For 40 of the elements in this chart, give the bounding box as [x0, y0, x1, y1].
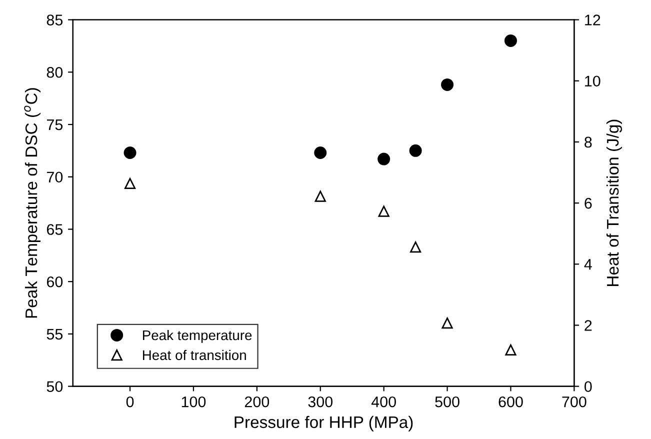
point	[505, 344, 516, 356]
x-axis-title: Pressure for HHP (MPa)	[234, 416, 413, 432]
point	[124, 146, 136, 160]
legend-label: Heat of transition	[142, 350, 246, 360]
y2-tick-label: 0	[584, 381, 592, 392]
point	[314, 190, 326, 202]
y-tick-label: 65	[46, 224, 63, 235]
y2-axis-title: Heat of Transition (J/g)	[606, 120, 622, 286]
x-tick-label: 500	[435, 396, 460, 408]
point	[409, 144, 422, 157]
point	[378, 152, 390, 166]
y-tick-label: 85	[46, 14, 63, 26]
point	[441, 78, 454, 91]
x-tick-label: 300	[308, 396, 333, 408]
y2-tick-label: 4	[584, 259, 592, 270]
y-tick-label: 70	[46, 172, 63, 183]
y2-tick-label: 8	[584, 136, 592, 148]
x-tick-label: 400	[371, 396, 396, 408]
y-tick-label: 80	[46, 66, 63, 78]
point	[124, 178, 136, 190]
point	[314, 146, 327, 160]
x-tick-label: 600	[498, 396, 523, 408]
point	[378, 206, 390, 217]
x-tick-label: 200	[244, 396, 270, 408]
y-tick-label: 75	[46, 120, 63, 130]
point	[410, 241, 422, 253]
point	[442, 318, 453, 329]
y2-tick-label: 12	[585, 14, 600, 26]
y2-tick-label: 2	[584, 320, 592, 331]
point	[504, 34, 517, 47]
y2-tick-label: 6	[584, 198, 592, 209]
y-tick-label: 55	[46, 328, 63, 340]
x-tick-label: 700	[562, 396, 586, 408]
y-tick-label: 50	[46, 381, 63, 392]
legend-label: Peak temperature	[142, 330, 252, 343]
y-tick-label: 60	[46, 276, 63, 288]
x-tick-label: 100	[182, 396, 206, 408]
y-axis-title: Peak Temperature of DSC ($^{o}$C)	[24, 88, 41, 318]
x-tick-label: 0	[126, 396, 134, 408]
y2-tick-label: 10	[585, 76, 600, 87]
